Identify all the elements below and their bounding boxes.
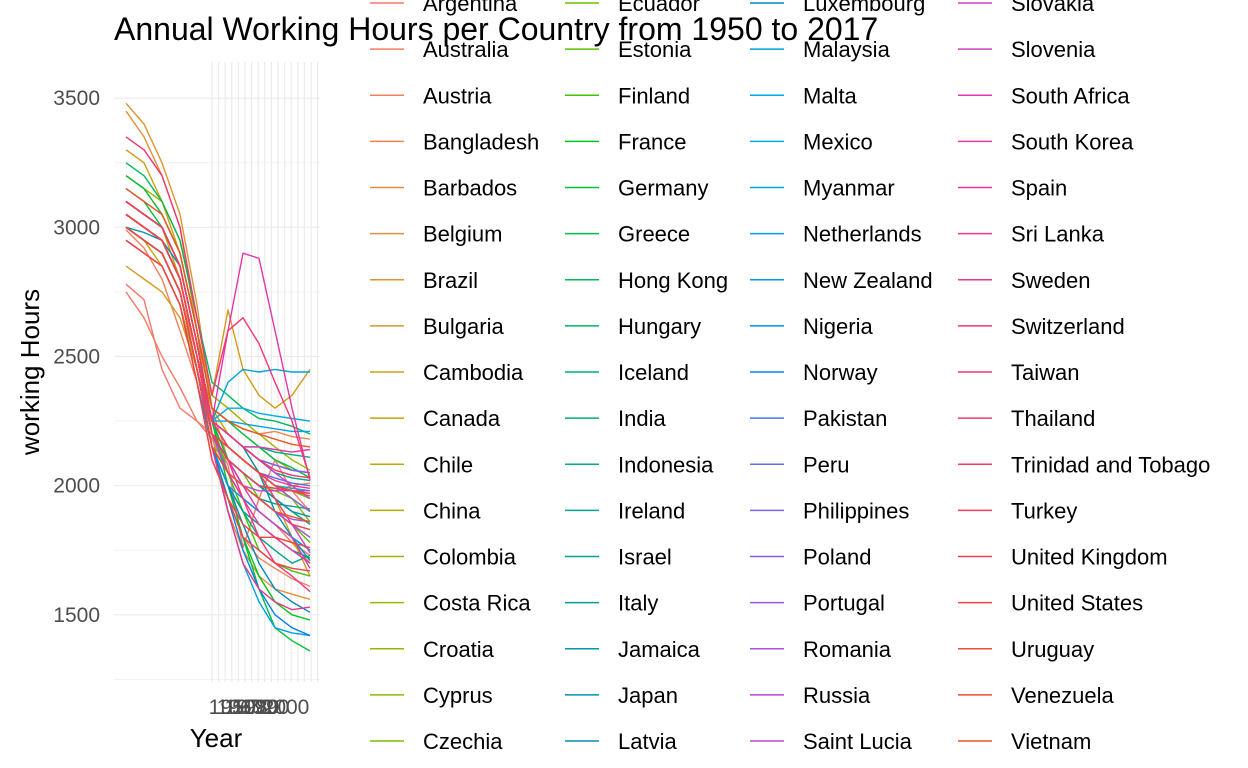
legend-label: Mexico bbox=[803, 129, 873, 154]
legend-label: Jamaica bbox=[618, 637, 701, 662]
legend: Argentina Australia Austria Bangladesh Barba… bbox=[370, 0, 1210, 754]
legend-label: Trinidad and Tobago bbox=[1011, 452, 1210, 477]
legend-label: Ecuador bbox=[618, 0, 700, 16]
legend-label: Hong Kong bbox=[618, 268, 728, 293]
series-line bbox=[125, 239, 311, 549]
legend-label: Chile bbox=[423, 452, 473, 477]
legend-label: Turkey bbox=[1011, 498, 1077, 523]
legend-label: Argentina bbox=[423, 0, 518, 16]
legend-label: Czechia bbox=[423, 729, 503, 754]
series-line bbox=[125, 283, 311, 549]
legend-label: France bbox=[618, 129, 686, 154]
legend-label: New Zealand bbox=[803, 268, 933, 293]
legend-label: Belgium bbox=[423, 222, 502, 247]
legend-label: Japan bbox=[618, 683, 678, 708]
legend-label: Myanmar bbox=[803, 176, 895, 201]
y-tick-label: 2500 bbox=[53, 346, 100, 369]
legend-label: Switzerland bbox=[1011, 314, 1125, 339]
legend-label: Philippines bbox=[803, 498, 909, 523]
legend-label: Bulgaria bbox=[423, 314, 504, 339]
legend-label: South Korea bbox=[1011, 129, 1134, 154]
y-axis-tick-labels: 1500 2000 2500 3000 3500 bbox=[53, 87, 100, 627]
legend-label: Finland bbox=[618, 83, 690, 108]
legend-label: Norway bbox=[803, 360, 878, 385]
legend-label: Bangladesh bbox=[423, 129, 539, 154]
legend-label: Nigeria bbox=[803, 314, 873, 339]
legend-label: Australia bbox=[423, 37, 509, 62]
legend-label: Latvia bbox=[618, 729, 677, 754]
legend-label: Estonia bbox=[618, 37, 692, 62]
y-tick-label: 3000 bbox=[53, 216, 100, 239]
legend-label: India bbox=[618, 406, 666, 431]
legend-label: Cambodia bbox=[423, 360, 524, 385]
legend-label: China bbox=[423, 498, 481, 523]
x-tick-label: 1950 bbox=[209, 696, 256, 719]
legend-label: Venezuela bbox=[1011, 683, 1115, 708]
legend-label: Germany bbox=[618, 176, 708, 201]
legend-label: Croatia bbox=[423, 637, 495, 662]
legend-label: Vietnam bbox=[1011, 729, 1091, 754]
legend-label: Romania bbox=[803, 637, 892, 662]
legend-label: Costa Rica bbox=[423, 591, 531, 616]
y-axis-title: working Hours bbox=[15, 289, 45, 456]
legend-label: South Africa bbox=[1011, 83, 1130, 108]
legend-label: Thailand bbox=[1011, 406, 1095, 431]
legend-label: Italy bbox=[618, 591, 658, 616]
legend-label: Colombia bbox=[423, 545, 517, 570]
series-line bbox=[125, 213, 311, 497]
legend-label: Spain bbox=[1011, 176, 1067, 201]
legend-label: Barbados bbox=[423, 176, 517, 201]
legend-label: Iceland bbox=[618, 360, 689, 385]
x-tick-label: 1970 bbox=[225, 696, 272, 719]
legend-label: United States bbox=[1011, 591, 1143, 616]
series-lines bbox=[125, 102, 311, 652]
chart-title: Annual Working Hours per Country from 19… bbox=[114, 11, 878, 47]
x-axis-title: Year bbox=[190, 723, 243, 753]
legend-label: Poland bbox=[803, 545, 872, 570]
legend-label: Pakistan bbox=[803, 406, 887, 431]
legend-label: Cyprus bbox=[423, 683, 493, 708]
legend-label: Uruguay bbox=[1011, 637, 1094, 662]
y-tick-label: 2000 bbox=[53, 475, 100, 498]
legend-label: Israel bbox=[618, 545, 672, 570]
legend-label: Indonesia bbox=[618, 452, 714, 477]
legend-label: Brazil bbox=[423, 268, 478, 293]
legend-label: Slovakia bbox=[1011, 0, 1095, 16]
x-tick-label: 1960 bbox=[217, 696, 264, 719]
legend-label: Slovenia bbox=[1011, 37, 1096, 62]
legend-label: Canada bbox=[423, 406, 501, 431]
legend-label: Peru bbox=[803, 452, 849, 477]
legend-label: Malaysia bbox=[803, 37, 891, 62]
y-tick-label: 1500 bbox=[53, 604, 100, 627]
legend-label: Taiwan bbox=[1011, 360, 1079, 385]
x-tick-label: 1990 bbox=[243, 696, 290, 719]
legend-label: Netherlands bbox=[803, 222, 922, 247]
legend-label: Sweden bbox=[1011, 268, 1091, 293]
series-line bbox=[125, 200, 311, 531]
series-line bbox=[125, 188, 311, 448]
x-tick-label: 2000 bbox=[263, 696, 310, 719]
series-line bbox=[125, 162, 311, 435]
legend-label: Luxembourg bbox=[803, 0, 925, 16]
legend-label: Russia bbox=[803, 683, 871, 708]
legend-label: Greece bbox=[618, 222, 690, 247]
x-tick-label: 1980 bbox=[233, 696, 280, 719]
legend-label: Sri Lanka bbox=[1011, 222, 1105, 247]
series-line bbox=[125, 149, 311, 409]
legend-label: Portugal bbox=[803, 591, 885, 616]
legend-label: Ireland bbox=[618, 498, 685, 523]
legend-label: Malta bbox=[803, 83, 858, 108]
legend-label: Austria bbox=[423, 83, 492, 108]
y-tick-label: 3500 bbox=[53, 87, 100, 110]
series-line bbox=[125, 226, 311, 523]
legend-label: Hungary bbox=[618, 314, 701, 339]
legend-label: United Kingdom bbox=[1011, 545, 1168, 570]
series-line bbox=[125, 136, 311, 479]
legend-label: Saint Lucia bbox=[803, 729, 913, 754]
